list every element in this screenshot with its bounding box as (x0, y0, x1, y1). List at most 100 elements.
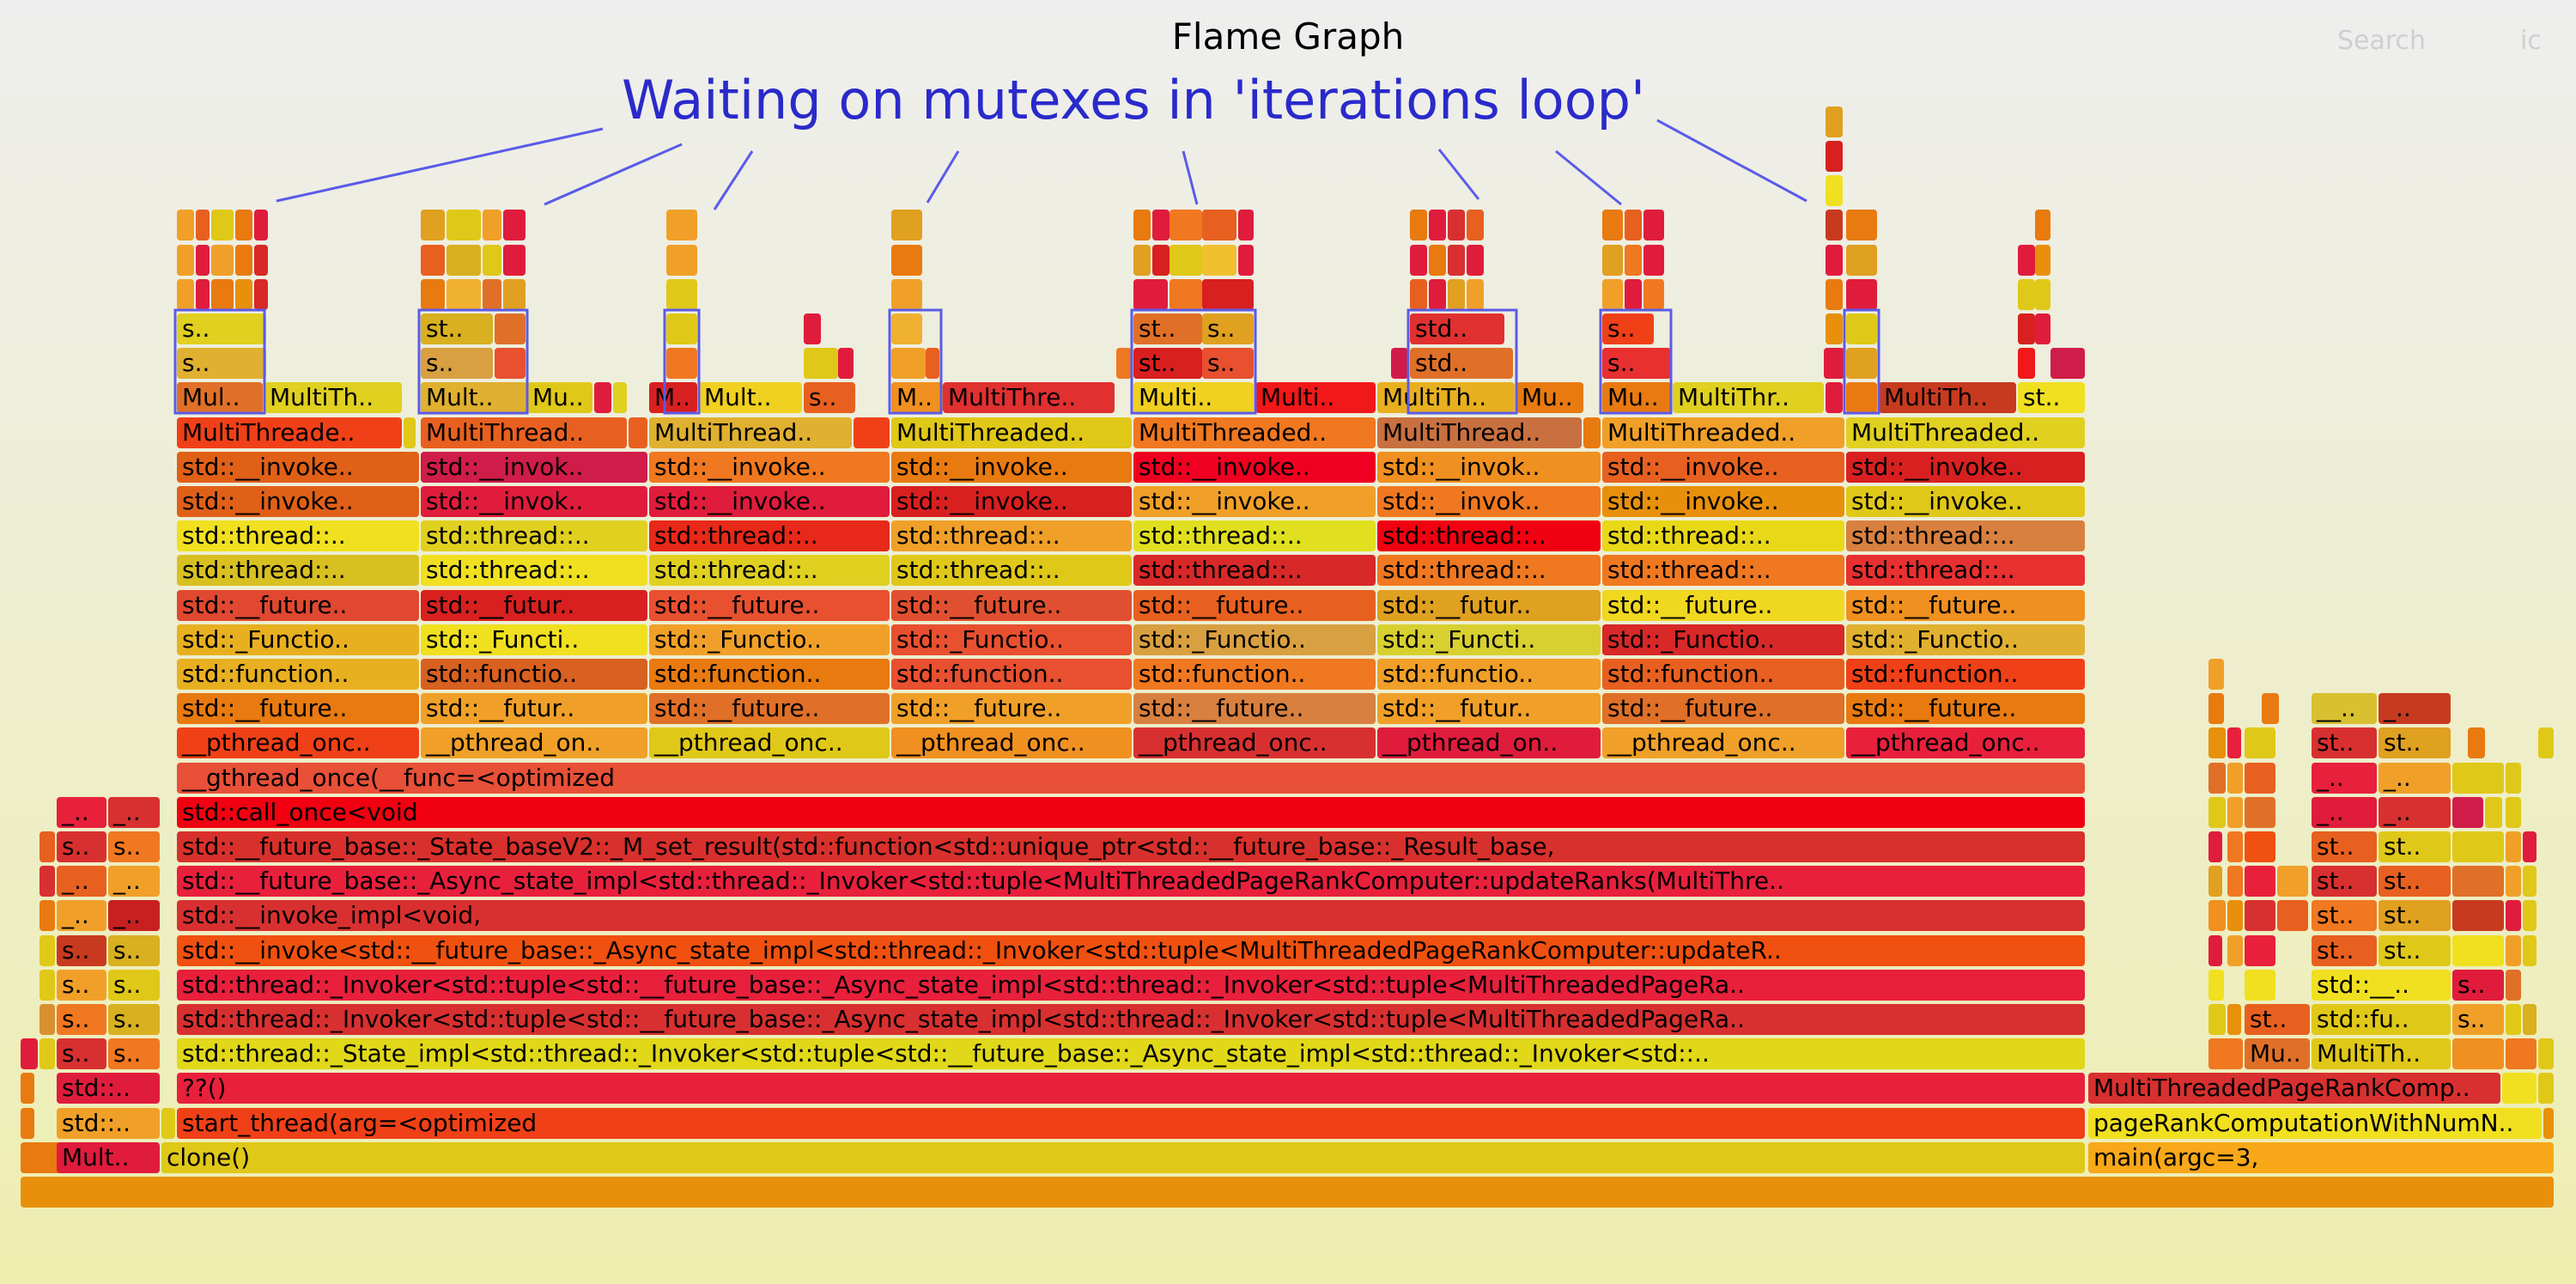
flame-frame[interactable]: std::function.. (649, 659, 890, 690)
flame-frame[interactable]: _.. (2379, 797, 2451, 828)
flame-frame[interactable] (891, 210, 922, 240)
flame-frame[interactable] (2227, 900, 2243, 931)
flame-frame[interactable]: MultiTh.. (264, 382, 402, 413)
flame-frame[interactable] (21, 1108, 34, 1139)
flame-frame[interactable] (2506, 1004, 2521, 1035)
flame-frame[interactable]: std::fu.. (2312, 1004, 2451, 1035)
flame-frame[interactable] (1625, 279, 1642, 310)
flame-frame[interactable]: std::__invoke.. (1602, 452, 1844, 483)
flame-frame[interactable]: Mu.. (527, 382, 592, 413)
flame-frame[interactable] (2452, 1038, 2504, 1069)
flame-frame[interactable] (2506, 1038, 2537, 1069)
flame-frame[interactable] (2506, 797, 2521, 828)
flame-frame[interactable] (2018, 279, 2035, 310)
flame-frame[interactable] (1202, 210, 1236, 240)
flame-frame[interactable]: std::__futur.. (1377, 693, 1601, 724)
flame-frame[interactable]: std::__invoke.. (177, 486, 419, 517)
flame-frame[interactable]: start_thread(arg=<optimized (177, 1108, 2085, 1139)
flame-frame[interactable] (2468, 727, 2485, 758)
flame-frame[interactable] (503, 279, 526, 310)
flame-frame[interactable] (2035, 245, 2050, 276)
flame-frame[interactable]: std::thread::_State_impl<std::thread::_I… (177, 1038, 2085, 1069)
flame-frame[interactable] (1238, 210, 1254, 240)
flame-frame[interactable]: __pthread_onc.. (1133, 727, 1376, 758)
flame-frame[interactable]: __pthread_on.. (1377, 727, 1601, 758)
flame-frame[interactable] (447, 245, 481, 276)
flame-frame[interactable] (2506, 900, 2521, 931)
flame-frame[interactable] (1152, 210, 1170, 240)
flame-frame[interactable] (1826, 279, 1843, 310)
flame-frame[interactable]: _.. (57, 797, 106, 828)
flame-frame[interactable]: std::__future_base::_Async_state_impl<st… (177, 866, 2085, 897)
flame-frame[interactable] (503, 245, 526, 276)
flame-frame[interactable]: s.. (177, 348, 266, 379)
flame-frame[interactable]: std::thread::_Invoker<std::tuple<std::__… (177, 1004, 2085, 1035)
flame-frame[interactable]: std::__future.. (649, 590, 890, 621)
flame-frame[interactable] (1238, 245, 1254, 276)
flame-frame[interactable]: std::_Functio.. (177, 624, 419, 655)
flame-frame[interactable]: st.. (2312, 831, 2377, 862)
flame-frame[interactable] (2452, 866, 2504, 897)
flame-frame[interactable]: std::_Functio.. (649, 624, 890, 655)
flame-frame[interactable] (421, 210, 445, 240)
flame-frame[interactable]: s.. (108, 831, 160, 862)
flame-frame[interactable]: s.. (108, 970, 160, 1001)
flame-frame[interactable] (1116, 348, 1132, 379)
flame-frame[interactable]: Mu.. (2245, 1038, 2310, 1069)
flame-frame[interactable]: std::__invok.. (1377, 486, 1601, 517)
flame-frame[interactable] (2227, 935, 2243, 966)
flame-frame[interactable] (2452, 797, 2483, 828)
flame-frame[interactable]: std::__invoke.. (649, 486, 890, 517)
flame-frame[interactable] (2208, 659, 2224, 690)
flame-frame[interactable]: st.. (2379, 900, 2451, 931)
flame-frame[interactable]: ??() (177, 1073, 2085, 1104)
flame-frame[interactable] (2523, 831, 2537, 862)
flame-frame[interactable] (2227, 866, 2243, 897)
flame-frame[interactable]: st.. (421, 313, 493, 344)
flame-frame[interactable] (404, 417, 416, 448)
flame-frame[interactable] (1391, 348, 1408, 379)
flame-frame[interactable]: st.. (2312, 727, 2377, 758)
flame-frame[interactable] (926, 348, 939, 379)
flame-frame[interactable]: std::__invoke.. (1846, 452, 2085, 483)
flame-frame[interactable] (235, 245, 252, 276)
flame-frame[interactable] (177, 245, 194, 276)
flame-frame[interactable]: MultiTh.. (1377, 382, 1515, 413)
flame-frame[interactable] (1410, 210, 1427, 240)
flame-frame[interactable] (1602, 245, 1623, 276)
flame-frame[interactable]: __pthread_onc.. (1846, 727, 2085, 758)
flame-frame[interactable]: pageRankComputationWithNumN.. (2088, 1108, 2542, 1139)
flame-frame[interactable] (2245, 831, 2275, 862)
flame-frame[interactable]: std::_Functio.. (891, 624, 1132, 655)
flame-frame[interactable] (1429, 245, 1446, 276)
flame-frame[interactable]: _.. (108, 900, 160, 931)
flame-frame[interactable] (254, 210, 268, 240)
flame-frame[interactable] (39, 866, 55, 897)
flame-frame[interactable]: _.. (108, 797, 160, 828)
flame-frame[interactable]: s.. (57, 1038, 106, 1069)
flame-frame[interactable] (666, 245, 697, 276)
flame-frame[interactable]: st.. (2379, 935, 2451, 966)
flame-frame[interactable]: MultiThreaded.. (1133, 417, 1376, 448)
flame-frame[interactable]: std::thread::.. (1846, 555, 2085, 586)
flame-frame[interactable] (2245, 763, 2275, 794)
flame-frame[interactable] (2208, 935, 2222, 966)
flame-frame[interactable]: std.. (1410, 313, 1504, 344)
flame-frame[interactable] (1846, 382, 1877, 413)
flame-frame[interactable] (2543, 1108, 2554, 1139)
flame-frame[interactable]: s.. (108, 1004, 160, 1035)
flame-frame[interactable]: s.. (2452, 1004, 2504, 1035)
flame-frame[interactable]: std::functio.. (421, 659, 647, 690)
flame-frame[interactable] (2452, 935, 2504, 966)
flame-frame[interactable]: MultiThreade.. (177, 417, 402, 448)
flame-frame[interactable]: _.. (2312, 763, 2377, 794)
flame-frame[interactable] (1429, 210, 1446, 240)
flame-frame[interactable]: Mu.. (1602, 382, 1671, 413)
flame-frame[interactable] (2208, 831, 2222, 862)
flame-frame[interactable]: std::thread::.. (421, 555, 647, 586)
flame-frame[interactable]: std::__futur.. (421, 590, 647, 621)
flame-frame[interactable]: std::__future.. (1846, 693, 2085, 724)
flame-frame[interactable]: std.. (1410, 348, 1513, 379)
flame-frame[interactable]: std::__invoke.. (891, 452, 1132, 483)
flame-frame[interactable]: s.. (1202, 348, 1254, 379)
